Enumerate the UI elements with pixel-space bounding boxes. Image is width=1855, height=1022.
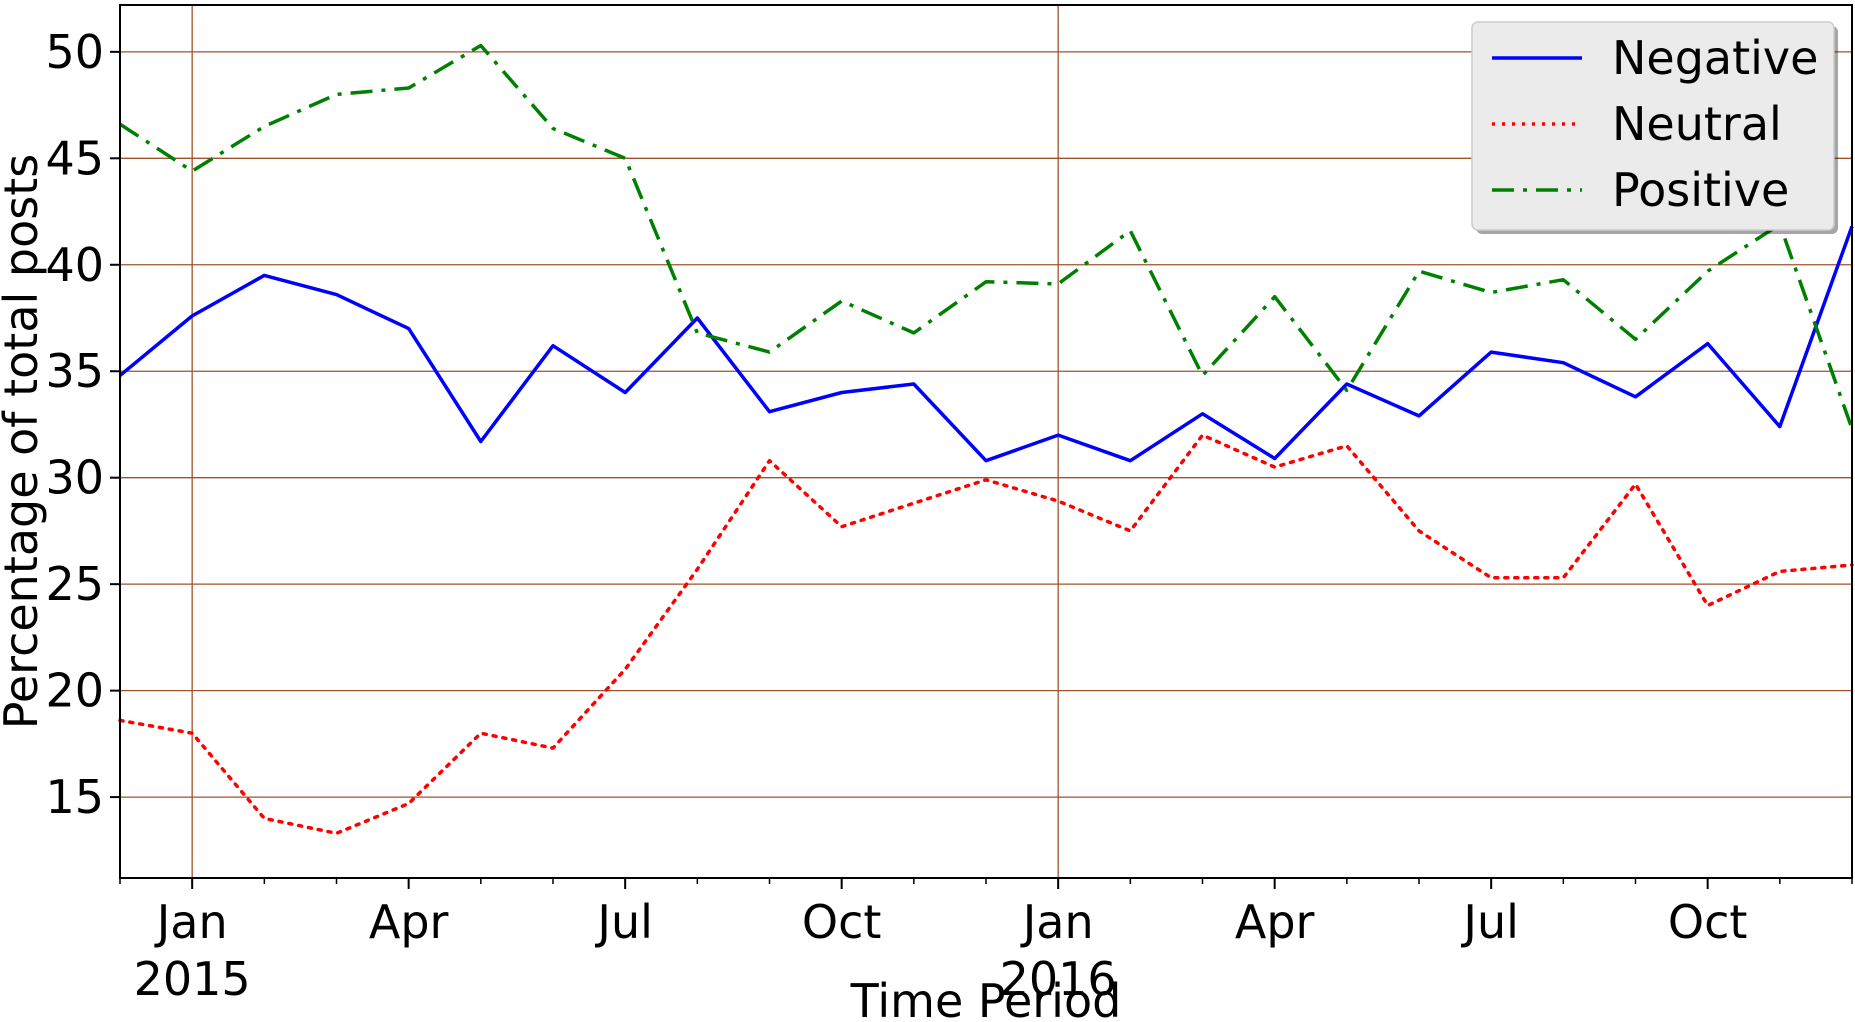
legend-box	[1471, 21, 1835, 231]
x-tick-label: Jul	[1460, 895, 1519, 949]
y-tick-label: 25	[45, 557, 104, 611]
series-line-positive	[119, 43, 1854, 430]
series-lines	[118, 43, 1854, 836]
legend: Negative Neutral Positive	[1471, 21, 1838, 234]
x-tick-year-label: 2016	[1000, 952, 1117, 1006]
y-tick-label: 45	[45, 131, 104, 185]
legend-label-neutral: Neutral	[1612, 97, 1782, 151]
x-tick-year-label: 2015	[134, 952, 251, 1006]
x-tick-label: Apr	[1235, 895, 1315, 949]
y-axis-ticks: 15 20 25 30 35 40 45 50	[45, 25, 120, 824]
x-tick-label: Jan	[1020, 895, 1094, 949]
series-line-negative	[118, 225, 1854, 463]
x-tick-label: Oct	[1668, 895, 1748, 949]
legend-label-negative: Negative	[1612, 31, 1818, 85]
x-axis-label: Time Period	[850, 974, 1122, 1022]
legend-label-positive: Positive	[1612, 163, 1789, 217]
x-tick-label: Oct	[802, 895, 882, 949]
grid	[120, 5, 1852, 878]
y-tick-label: 50	[45, 25, 104, 79]
y-tick-label: 15	[45, 770, 104, 824]
x-tick-label: Jul	[594, 895, 653, 949]
series-line-neutral	[118, 433, 1854, 836]
y-tick-label: 35	[45, 344, 104, 398]
y-tick-label: 20	[45, 664, 104, 718]
y-tick-label: 40	[45, 238, 104, 292]
x-tick-label: Apr	[369, 895, 449, 949]
y-axis-label: Percentage of total posts	[0, 154, 48, 729]
y-tick-label: 30	[45, 451, 104, 505]
x-tick-label: Jan	[154, 895, 228, 949]
